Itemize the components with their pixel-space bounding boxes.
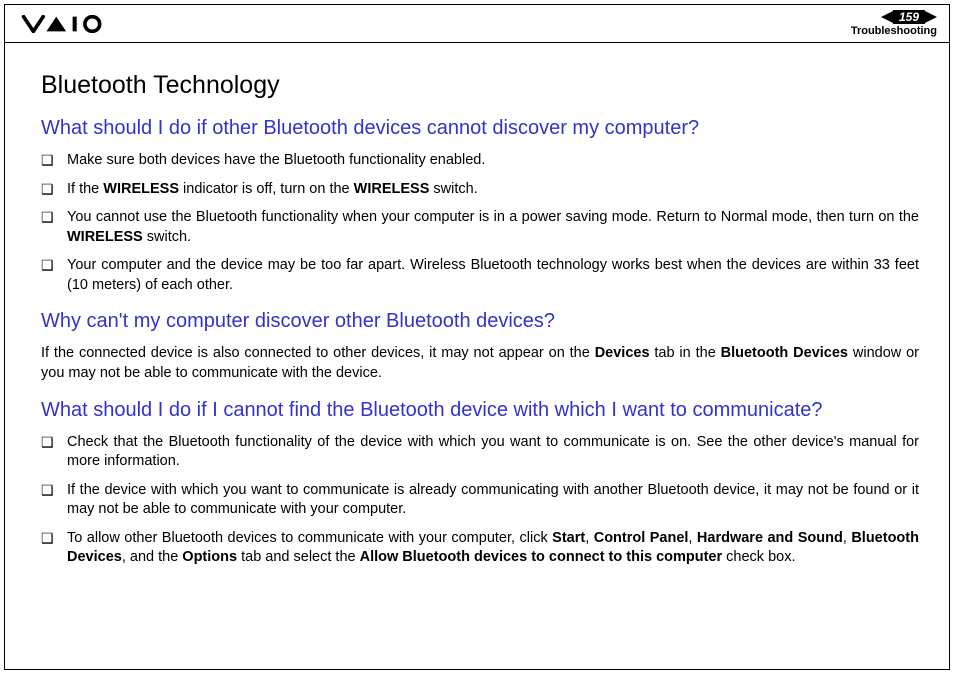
q2-body: If the connected device is also connecte… xyxy=(41,344,919,383)
question-1: What should I do if other Bluetooth devi… xyxy=(41,116,919,141)
list-item: ❑Check that the Bluetooth functionality … xyxy=(41,433,919,472)
nav-prev-icon[interactable] xyxy=(881,11,893,23)
bullet-text: To allow other Bluetooth devices to comm… xyxy=(67,529,919,568)
nav-next-icon[interactable] xyxy=(925,11,937,23)
page-frame: 159 Troubleshooting Bluetooth Technology… xyxy=(4,4,950,670)
list-item: ❑If the device with which you want to co… xyxy=(41,481,919,520)
bullet-icon: ❑ xyxy=(41,208,67,227)
q1-bullet-list: ❑Make sure both devices have the Bluetoo… xyxy=(41,151,919,295)
bullet-icon: ❑ xyxy=(41,256,67,275)
list-item: ❑You cannot use the Bluetooth functional… xyxy=(41,208,919,247)
list-item: ❑To allow other Bluetooth devices to com… xyxy=(41,529,919,568)
page-header: 159 Troubleshooting xyxy=(5,5,949,43)
vaio-logo xyxy=(21,15,121,33)
page-title: Bluetooth Technology xyxy=(41,71,919,100)
bullet-icon: ❑ xyxy=(41,481,67,500)
header-right: 159 Troubleshooting xyxy=(851,10,937,37)
bullet-icon: ❑ xyxy=(41,433,67,452)
list-item: ❑Make sure both devices have the Bluetoo… xyxy=(41,151,919,171)
bullet-icon: ❑ xyxy=(41,529,67,548)
bullet-text: If the device with which you want to com… xyxy=(67,481,919,520)
bullet-text: Your computer and the device may be too … xyxy=(67,256,919,295)
section-label: Troubleshooting xyxy=(851,25,937,37)
bullet-icon: ❑ xyxy=(41,151,67,170)
bullet-icon: ❑ xyxy=(41,180,67,199)
list-item: ❑Your computer and the device may be too… xyxy=(41,256,919,295)
bullet-text: Check that the Bluetooth functionality o… xyxy=(67,433,919,472)
page-number: 159 xyxy=(893,10,925,24)
question-2: Why can't my computer discover other Blu… xyxy=(41,309,919,334)
bullet-text: Make sure both devices have the Bluetoot… xyxy=(67,151,919,171)
page-content: Bluetooth Technology What should I do if… xyxy=(5,43,949,568)
bullet-text: If the WIRELESS indicator is off, turn o… xyxy=(67,180,919,200)
question-3: What should I do if I cannot find the Bl… xyxy=(41,398,919,423)
q3-bullet-list: ❑Check that the Bluetooth functionality … xyxy=(41,433,919,568)
page-nav: 159 xyxy=(881,10,937,24)
bullet-text: You cannot use the Bluetooth functionali… xyxy=(67,208,919,247)
list-item: ❑If the WIRELESS indicator is off, turn … xyxy=(41,180,919,200)
